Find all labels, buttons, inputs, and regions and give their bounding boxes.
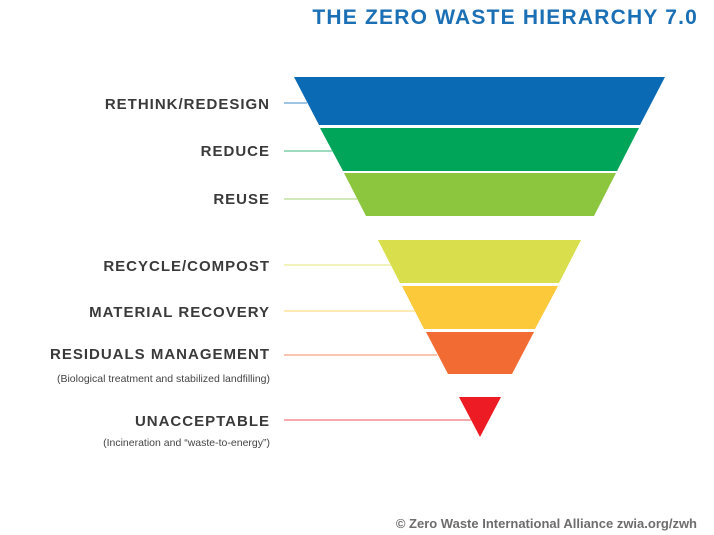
credit: © Zero Waste International Alliance zwia… xyxy=(396,516,697,531)
band-reuse xyxy=(344,173,616,216)
level-note: (Biological treatment and stabilized lan… xyxy=(57,373,270,385)
level-label: RECYCLE/COMPOST xyxy=(103,258,270,275)
level-label: RESIDUALS MANAGEMENT xyxy=(50,346,270,363)
title: THE ZERO WASTE HIERARCHY 7.0 xyxy=(312,6,698,29)
band-material-recovery xyxy=(402,286,558,329)
band-reduce xyxy=(320,128,639,171)
level-note: (Incineration and “waste-to-energy”) xyxy=(103,437,270,449)
level-label: MATERIAL RECOVERY xyxy=(89,304,270,321)
band-recycle xyxy=(378,240,581,283)
level-label: REDUCE xyxy=(201,143,270,160)
band-rethink xyxy=(294,77,665,125)
band-residuals xyxy=(426,332,534,374)
level-label: REUSE xyxy=(213,191,270,208)
level-label: RETHINK/REDESIGN xyxy=(105,96,270,113)
level-label: UNACCEPTABLE xyxy=(135,413,270,430)
band-unacceptable xyxy=(459,397,501,437)
